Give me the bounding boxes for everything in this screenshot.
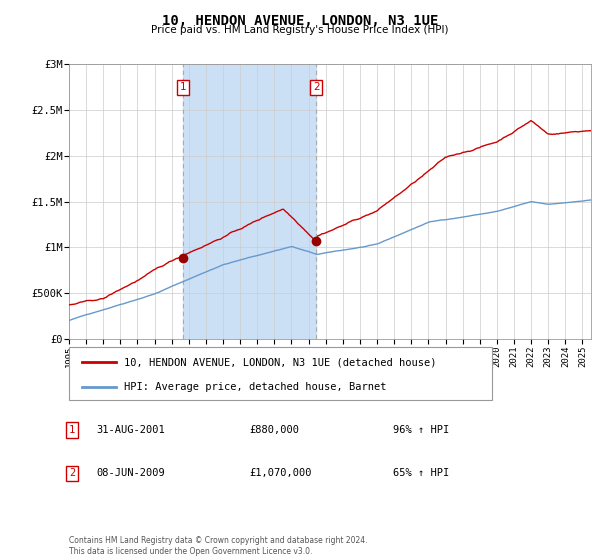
Text: 10, HENDON AVENUE, LONDON, N3 1UE: 10, HENDON AVENUE, LONDON, N3 1UE: [162, 14, 438, 28]
Text: 1: 1: [180, 82, 187, 92]
Text: Price paid vs. HM Land Registry's House Price Index (HPI): Price paid vs. HM Land Registry's House …: [151, 25, 449, 35]
Text: 10, HENDON AVENUE, LONDON, N3 1UE (detached house): 10, HENDON AVENUE, LONDON, N3 1UE (detac…: [124, 357, 436, 367]
Text: £880,000: £880,000: [249, 425, 299, 435]
Text: 96% ↑ HPI: 96% ↑ HPI: [393, 425, 449, 435]
Text: HPI: Average price, detached house, Barnet: HPI: Average price, detached house, Barn…: [124, 382, 386, 392]
Text: £1,070,000: £1,070,000: [249, 468, 311, 478]
Text: 2: 2: [313, 82, 319, 92]
Text: 31-AUG-2001: 31-AUG-2001: [96, 425, 165, 435]
Text: 08-JUN-2009: 08-JUN-2009: [96, 468, 165, 478]
Text: 65% ↑ HPI: 65% ↑ HPI: [393, 468, 449, 478]
Text: Contains HM Land Registry data © Crown copyright and database right 2024.
This d: Contains HM Land Registry data © Crown c…: [69, 536, 367, 556]
Text: 2: 2: [69, 468, 75, 478]
Bar: [183, 64, 316, 339]
Text: 1: 1: [69, 425, 75, 435]
